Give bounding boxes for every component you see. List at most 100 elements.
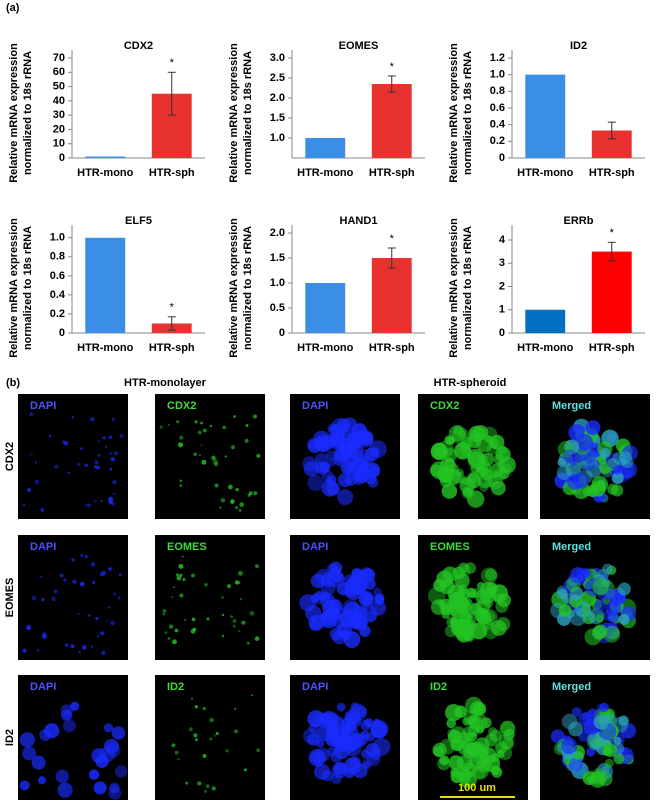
x-tick-label: HTR-sph xyxy=(589,167,635,179)
cell xyxy=(90,562,96,567)
image-label: DAPI xyxy=(302,400,328,412)
cell xyxy=(178,563,184,569)
cell xyxy=(190,697,194,700)
y-tick-label: 20 xyxy=(53,123,65,135)
chart-title: CDX2 xyxy=(124,40,153,52)
cell xyxy=(209,737,213,741)
cell xyxy=(430,464,443,477)
cell xyxy=(601,765,610,774)
y-tick-label: 0 xyxy=(279,327,285,339)
cell xyxy=(350,702,360,712)
cell xyxy=(19,780,30,791)
cell xyxy=(458,583,468,594)
cell xyxy=(62,440,66,444)
cell xyxy=(111,726,126,740)
cell xyxy=(94,499,97,502)
cell xyxy=(109,782,120,794)
cell xyxy=(185,781,189,785)
cell xyxy=(37,776,47,785)
cell xyxy=(183,618,187,622)
cell xyxy=(119,433,124,438)
cell xyxy=(179,435,184,440)
cell xyxy=(198,454,201,457)
cell xyxy=(586,732,605,751)
cell xyxy=(51,597,56,602)
cell xyxy=(31,755,46,770)
cell xyxy=(232,624,236,628)
cell xyxy=(91,748,107,764)
y-tick-label: 70 xyxy=(53,52,65,64)
micrograph xyxy=(18,535,128,660)
cell xyxy=(103,738,119,754)
cell xyxy=(31,595,37,601)
y-tick-label: 0.4 xyxy=(50,289,66,301)
cell xyxy=(309,619,322,632)
cell xyxy=(500,720,516,736)
cell xyxy=(71,416,74,419)
cell xyxy=(179,479,183,483)
group-label: HTR-monolayer xyxy=(124,377,207,389)
cell xyxy=(490,620,507,636)
y-axis-label: normalized to 18s rRNA xyxy=(22,51,34,175)
cell xyxy=(604,589,616,601)
cell xyxy=(560,737,578,755)
cell xyxy=(79,581,85,587)
image-label: DAPI xyxy=(30,400,56,412)
cell xyxy=(363,718,373,728)
cell xyxy=(108,496,114,502)
cell xyxy=(44,723,60,739)
cell xyxy=(112,480,117,485)
bar xyxy=(371,258,412,333)
cell xyxy=(307,733,320,746)
cell xyxy=(57,782,73,798)
annotation: * xyxy=(610,227,615,239)
cell xyxy=(110,457,116,462)
cell xyxy=(462,746,475,759)
cell xyxy=(27,488,32,493)
cell xyxy=(362,590,371,599)
cell xyxy=(87,503,91,508)
cell xyxy=(95,617,99,621)
cell xyxy=(350,578,367,595)
cell xyxy=(585,461,603,478)
cell xyxy=(92,580,96,585)
cell xyxy=(475,598,491,614)
cell xyxy=(251,694,254,697)
cell xyxy=(105,620,108,623)
cell xyxy=(480,717,492,729)
cell xyxy=(320,593,336,609)
cell xyxy=(179,573,183,577)
cell xyxy=(613,736,622,745)
cell xyxy=(244,438,249,443)
cell xyxy=(235,487,239,492)
cell xyxy=(88,769,100,780)
cell xyxy=(71,559,74,562)
y-tick-label: 50 xyxy=(53,80,65,92)
cell xyxy=(444,458,455,469)
y-tick-label: 3 xyxy=(499,257,505,269)
annotation: * xyxy=(170,57,175,69)
cell xyxy=(354,732,369,746)
cell xyxy=(171,743,176,748)
cell xyxy=(592,578,609,596)
cell xyxy=(117,596,121,600)
cell xyxy=(337,489,354,506)
y-tick-label: 4 xyxy=(499,234,506,246)
cell xyxy=(108,435,113,439)
cell xyxy=(332,731,351,749)
cell xyxy=(473,703,484,715)
x-tick-label: HTR-sph xyxy=(149,167,195,179)
cell xyxy=(200,444,203,447)
cell xyxy=(464,562,477,574)
cell xyxy=(239,597,243,601)
cell xyxy=(177,442,183,448)
cell xyxy=(568,721,584,737)
y-axis-label: normalized to 18s rRNA xyxy=(242,226,254,350)
cell xyxy=(454,573,470,589)
cell xyxy=(481,452,495,466)
cell xyxy=(220,497,226,503)
cell xyxy=(597,568,610,581)
cell xyxy=(252,414,258,419)
cell xyxy=(85,504,88,507)
